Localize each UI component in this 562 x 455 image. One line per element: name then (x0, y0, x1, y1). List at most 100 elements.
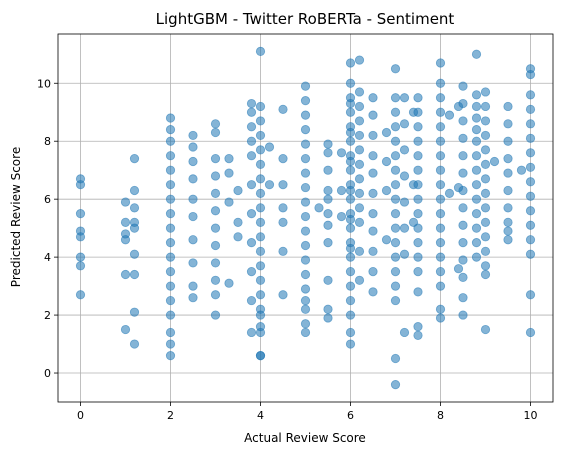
scatter-point (345, 165, 356, 175)
scatter-point (503, 136, 513, 146)
scatter-point (188, 281, 198, 291)
scatter-point (435, 209, 446, 219)
scatter-point (471, 223, 482, 233)
scatter-point (435, 78, 446, 88)
scatter-point (525, 290, 536, 300)
scatter-point (345, 98, 356, 109)
scatter-point (354, 116, 365, 126)
scatter-point (165, 180, 176, 190)
x-tick-label: 2 (167, 409, 174, 422)
scatter-point (458, 168, 468, 178)
x-axis-ticks: 0 2 4 6 8 10 (77, 402, 538, 422)
scatter-point (188, 235, 198, 245)
x-tick-label: 4 (257, 409, 264, 422)
scatter-point (224, 153, 234, 164)
scatter-point (390, 281, 401, 291)
scatter-point (435, 223, 446, 233)
scatter-point (525, 90, 536, 100)
y-tick-label: 10 (37, 77, 51, 90)
scatter-point (480, 232, 491, 242)
scatter-point (188, 194, 198, 204)
scatter-point (525, 327, 536, 338)
scatter-point (503, 101, 513, 112)
scatter-point (435, 313, 446, 323)
scatter-point (381, 185, 392, 196)
scatter-point (129, 307, 140, 317)
scatter-point (503, 185, 513, 196)
scatter-point (390, 252, 401, 262)
scatter-point (336, 211, 347, 222)
scatter-point (458, 203, 468, 213)
scatter-point (381, 235, 392, 245)
scatter-point (354, 130, 365, 141)
scatter-point (480, 145, 491, 155)
scatter-point (471, 238, 482, 248)
scatter-point (471, 90, 482, 100)
x-tick-label: 8 (437, 409, 444, 422)
scatter-point (390, 209, 401, 219)
scatter-point (435, 136, 446, 146)
scatter-point (255, 188, 266, 198)
scatter-point (368, 246, 378, 256)
scatter-point (435, 107, 446, 117)
scatter-point (255, 275, 266, 285)
scatter-point (345, 214, 356, 225)
scatter-point (246, 267, 257, 277)
scatter-point (120, 235, 131, 245)
scatter-point (435, 180, 446, 190)
scatter-point (471, 125, 482, 135)
scatter-point (480, 174, 491, 184)
scatter-point (323, 220, 333, 230)
scatter-point (444, 188, 455, 198)
scatter-point (480, 159, 491, 169)
scatter-point (345, 127, 356, 138)
scatter-point (458, 133, 468, 143)
scatter-point (255, 232, 266, 242)
scatter-point (75, 252, 86, 262)
scatter-point (323, 194, 333, 204)
chart-title: LightGBM - Twitter RoBERTa - Sentiment (156, 10, 455, 28)
scatter-point (165, 223, 176, 233)
scatter-point (264, 180, 275, 190)
scatter-point (525, 119, 536, 129)
scatter-point (525, 69, 536, 80)
scatter-point (435, 281, 446, 291)
x-tick-label: 10 (524, 409, 538, 422)
scatter-point (413, 180, 423, 190)
scatter-point (255, 174, 266, 184)
scatter-point (413, 93, 423, 103)
scatter-point (390, 194, 401, 204)
scatter-point (188, 211, 198, 222)
scatter-point (233, 217, 243, 227)
scatter-point (75, 261, 86, 271)
scatter-point (503, 203, 513, 213)
scatter-point (165, 209, 176, 219)
scatter-point (458, 238, 468, 248)
scatter-point (165, 281, 176, 291)
scatter-point (525, 206, 536, 216)
scatter-point (323, 275, 333, 285)
scatter-point (345, 310, 356, 320)
scatter-point (413, 267, 423, 277)
scatter-point (300, 284, 311, 294)
scatter-point (300, 304, 311, 314)
scatter-point (390, 223, 401, 233)
scatter-point (75, 232, 86, 242)
scatter-point (323, 313, 333, 323)
scatter-point (278, 180, 288, 190)
scatter-point (345, 107, 356, 117)
scatter-point (480, 116, 491, 126)
scatter-point (471, 194, 482, 204)
y-tick-label: 2 (44, 309, 51, 322)
scatter-point (435, 58, 446, 68)
scatter-point (300, 240, 311, 251)
scatter-point (323, 185, 333, 196)
scatter-point (399, 93, 410, 103)
scatter-point (210, 240, 221, 251)
scatter-point (471, 180, 482, 190)
scatter-point (345, 339, 356, 349)
scatter-point (129, 153, 140, 164)
scatter-point (471, 165, 482, 175)
scatter-point (480, 203, 491, 213)
scatter-point (413, 136, 423, 146)
